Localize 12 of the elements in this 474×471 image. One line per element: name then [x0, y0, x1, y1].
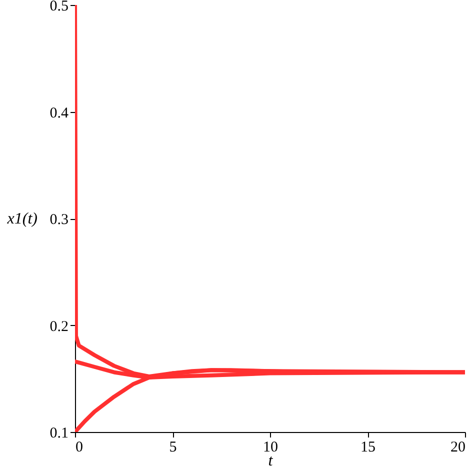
y-tick-label: 0.4 — [50, 105, 69, 122]
y-tick-label: 0.2 — [50, 318, 68, 335]
y-axis-title: x1(t) — [6, 210, 38, 228]
x-tick-label: 15 — [360, 440, 376, 456]
x-tick-label: 10 — [263, 440, 278, 456]
x-axis-title: t — [268, 452, 274, 470]
y-tick-label: 0.5 — [50, 0, 68, 14]
x-tick-label: 5 — [169, 440, 177, 456]
x-tick-label: 0 — [76, 440, 83, 456]
y-tick-label: 0.1 — [50, 426, 68, 442]
x-tick-label: 20 — [450, 440, 466, 456]
y-tick-label: 0.3 — [50, 212, 68, 228]
